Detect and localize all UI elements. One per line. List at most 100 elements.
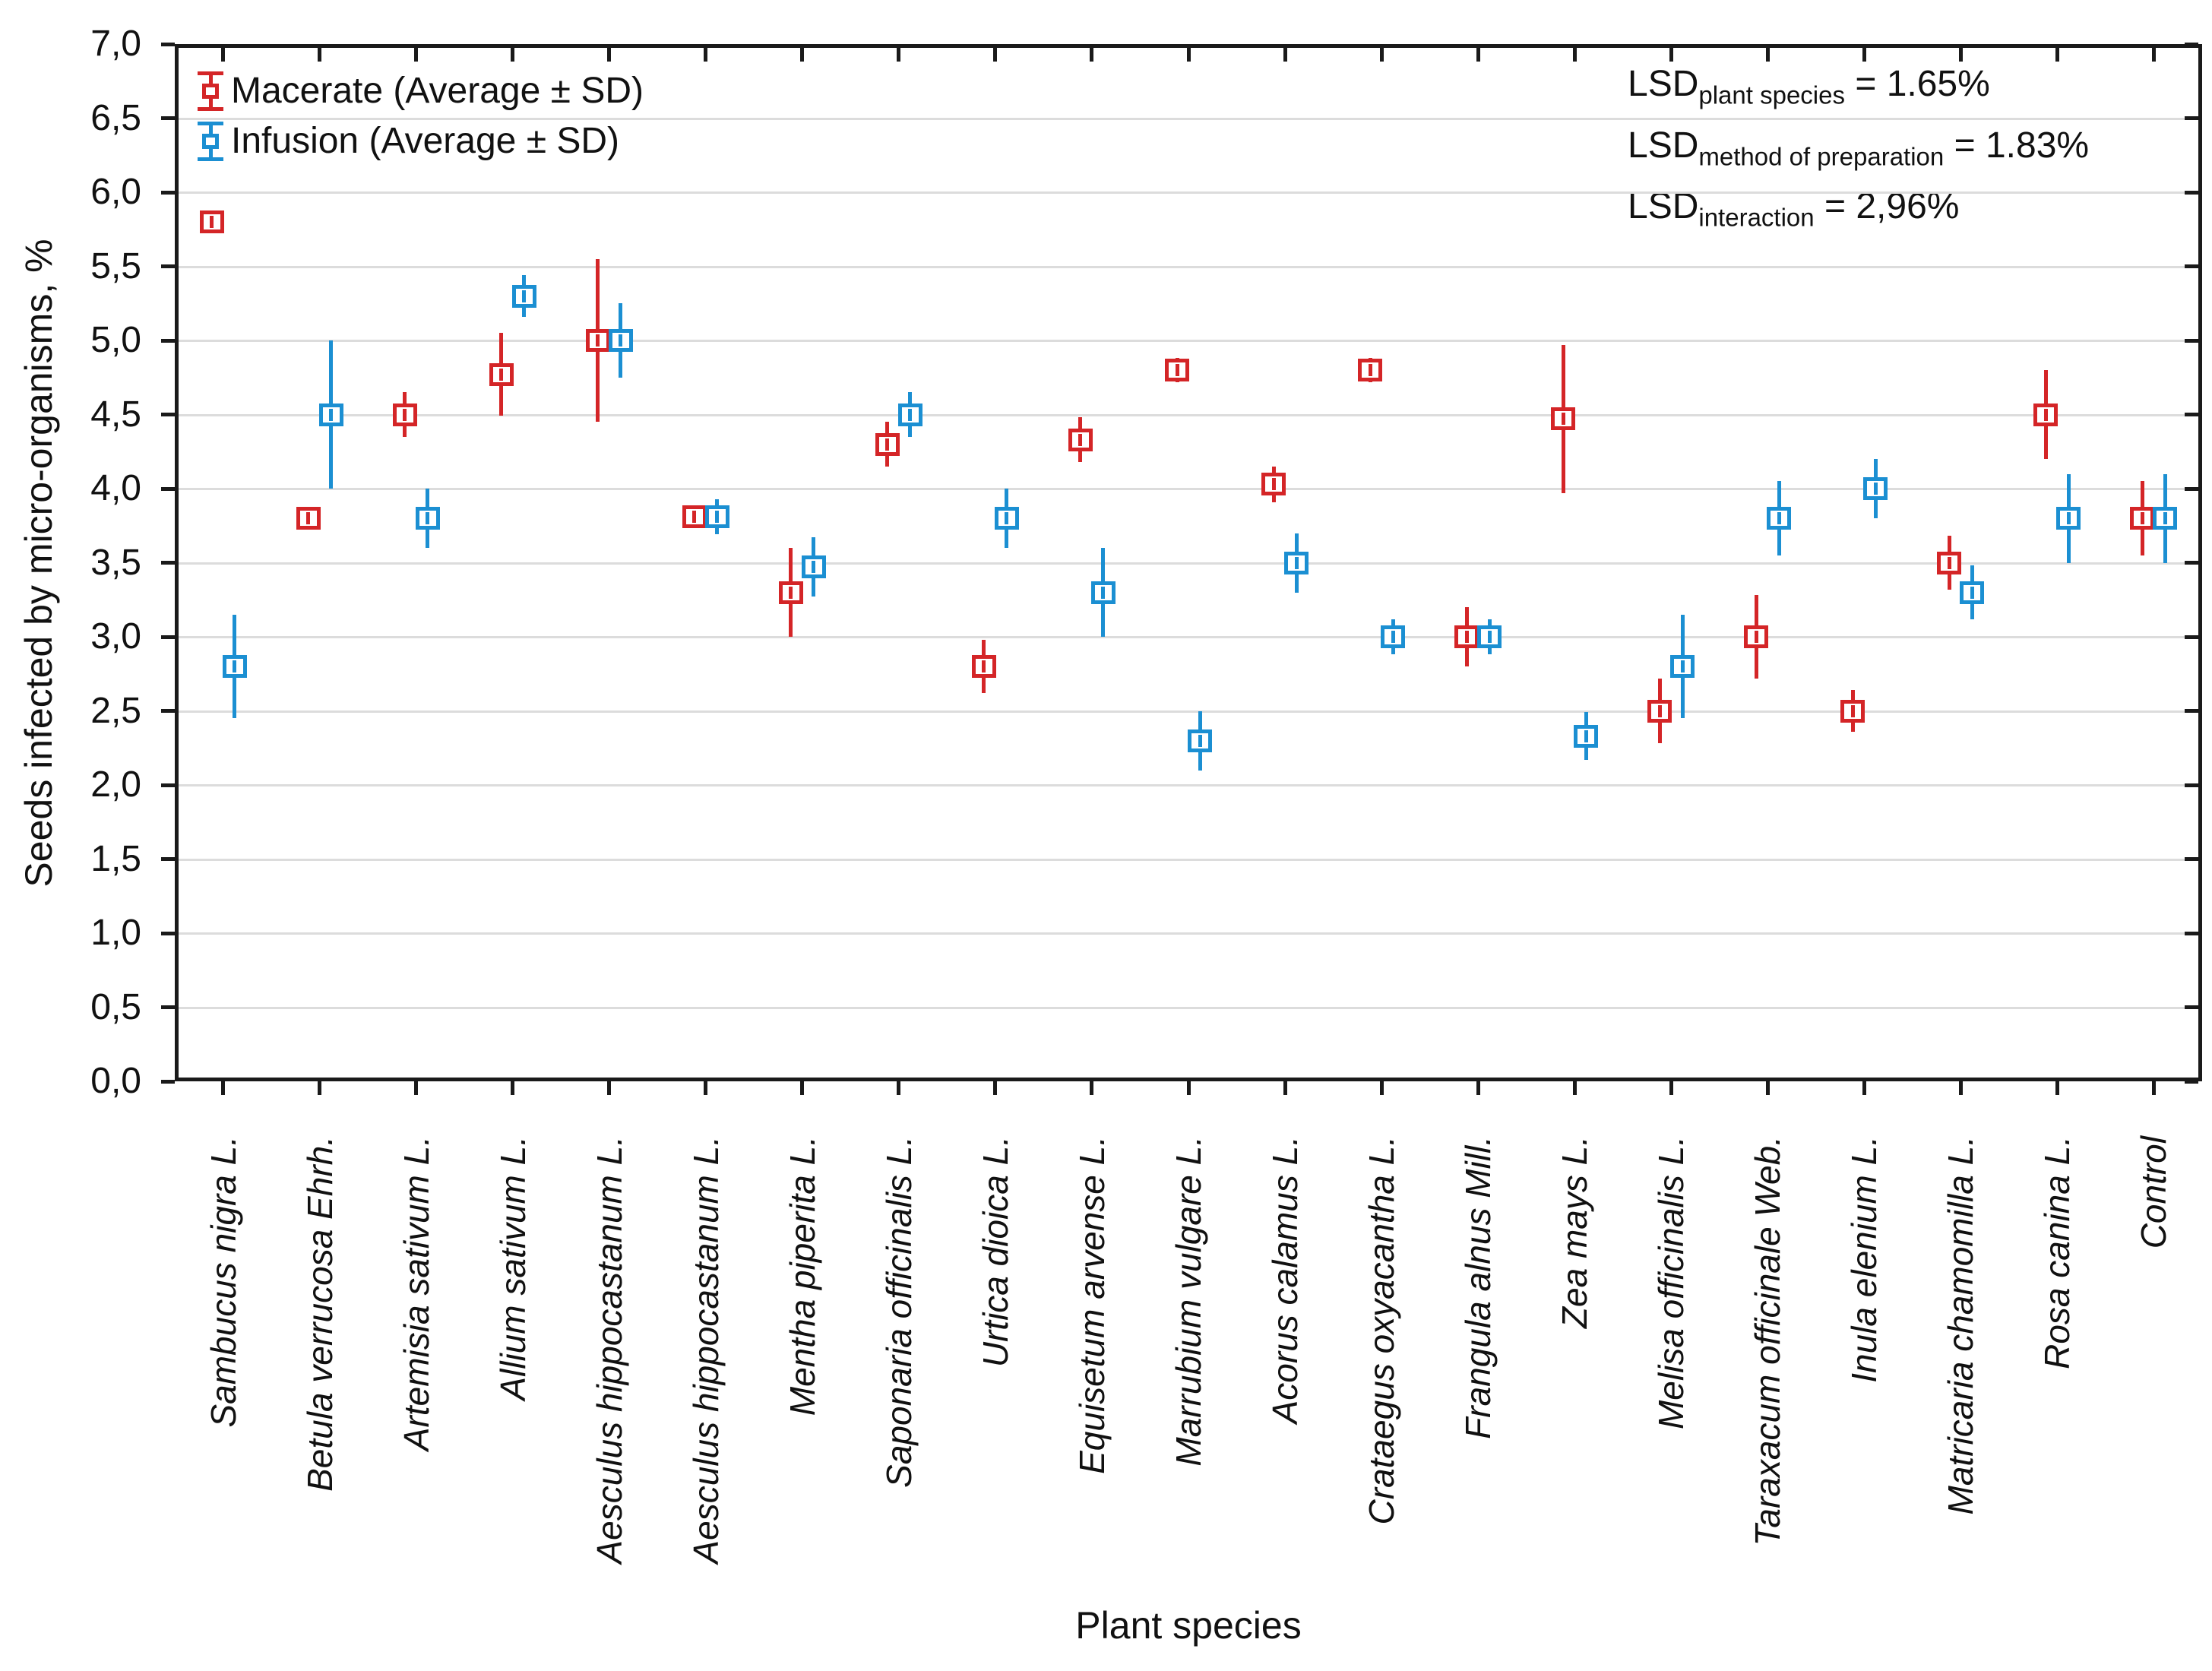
marker-dash-infusion-0 <box>233 660 237 673</box>
legend-marker-icon-macerate <box>198 71 223 111</box>
y-tick-left-4.0 <box>161 486 175 491</box>
x-tick-top-3 <box>511 48 515 62</box>
y-tick-right-6.5 <box>2185 116 2198 120</box>
x-tick-top-14 <box>1572 48 1577 62</box>
x-tick-bottom-20 <box>2151 1081 2156 1095</box>
y-tick-label-6.5: 6,5 <box>90 97 141 138</box>
marker-dash-macerate-8 <box>982 660 986 673</box>
marker-dash-macerate-17 <box>1850 704 1855 717</box>
x-tick-bottom-12 <box>1379 1081 1384 1095</box>
gridline-4.5 <box>175 413 2202 416</box>
y-tick-right-3.0 <box>2185 635 2198 639</box>
legend-glyph-box <box>202 134 219 149</box>
x-tick-bottom-16 <box>1765 1081 1770 1095</box>
y-tick-label-7.0: 7,0 <box>90 24 141 64</box>
legend: Macerate (Average ± SD) Infusion (Average… <box>198 70 644 170</box>
y-tick-label-1.0: 1,0 <box>90 913 141 953</box>
y-tick-label-0.0: 0,0 <box>90 1061 141 1101</box>
gridline-6.5 <box>175 117 2202 120</box>
marker-dash-macerate-20 <box>2140 512 2144 524</box>
marker-dash-macerate-4 <box>596 334 600 347</box>
x-tick-bottom-11 <box>1283 1081 1287 1095</box>
marker-box-infusion-3 <box>511 284 536 308</box>
x-tick-bottom-13 <box>1476 1081 1480 1095</box>
gridline-5.5 <box>175 265 2202 268</box>
x-category-label-9: Equisetum arvense L. <box>1071 1136 1112 1474</box>
plot-border-right <box>2198 44 2202 1081</box>
marker-box-macerate-0 <box>199 210 224 233</box>
x-category-label-0: Sambucus nigra L. <box>203 1136 243 1428</box>
marker-dash-infusion-7 <box>908 408 913 421</box>
marker-dash-infusion-14 <box>1584 729 1588 742</box>
legend-item-macerate: Macerate (Average ± SD) <box>198 70 644 112</box>
y-tick-right-7.0 <box>2185 42 2198 46</box>
marker-dash-macerate-12 <box>1368 364 1372 376</box>
marker-box-macerate-4 <box>585 329 610 352</box>
marker-dash-infusion-20 <box>2163 512 2167 524</box>
gridline-1.0 <box>175 932 2202 935</box>
y-tick-left-0.0 <box>161 1079 175 1084</box>
y-tick-right-5.0 <box>2185 338 2198 343</box>
x-tick-bottom-0 <box>221 1081 226 1095</box>
x-tick-bottom-7 <box>897 1081 901 1095</box>
x-tick-top-4 <box>607 48 612 62</box>
y-tick-right-1.0 <box>2185 931 2198 935</box>
y-tick-left-5.5 <box>161 264 175 268</box>
y-tick-right-0.0 <box>2185 1079 2198 1084</box>
y-tick-right-2.5 <box>2185 709 2198 713</box>
x-tick-top-11 <box>1283 48 1287 62</box>
y-tick-label-5.0: 5,0 <box>90 320 141 360</box>
y-tick-label-3.5: 3,5 <box>90 542 141 583</box>
x-category-label-5: Aesculus hippocastanum L. <box>685 1136 726 1564</box>
marker-box-macerate-14 <box>1551 407 1576 431</box>
lsd-annotations: LSDplant species = 1.65% LSDmethod of pre… <box>1628 59 2089 243</box>
marker-dash-macerate-13 <box>1464 631 1469 643</box>
gridline-2.0 <box>175 784 2202 786</box>
y-tick-label-3.0: 3,0 <box>90 616 141 657</box>
marker-dash-infusion-9 <box>1101 586 1106 599</box>
y-tick-right-5.5 <box>2185 264 2198 268</box>
x-tick-bottom-19 <box>2055 1081 2059 1095</box>
marker-dash-infusion-2 <box>426 512 430 524</box>
marker-dash-macerate-7 <box>885 438 890 451</box>
y-tick-left-5.0 <box>161 338 175 343</box>
gridline-3.5 <box>175 562 2202 565</box>
marker-dash-infusion-16 <box>1777 512 1781 524</box>
y-tick-label-2.0: 2,0 <box>90 764 141 805</box>
y-tick-right-2.0 <box>2185 783 2198 787</box>
lsd-value: = 1.83% <box>1944 125 2090 166</box>
x-tick-bottom-17 <box>1862 1081 1866 1095</box>
x-tick-top-0 <box>221 48 226 62</box>
x-category-label-10: Marrubium vulgare L. <box>1169 1136 1208 1467</box>
plot-border-top <box>175 44 2202 48</box>
lsd-annotation-1: LSDmethod of preparation = 1.83% <box>1628 121 2089 182</box>
x-tick-bottom-3 <box>511 1081 515 1095</box>
marker-dash-macerate-1 <box>306 512 311 524</box>
y-tick-left-6.5 <box>161 116 175 120</box>
legend-glyph-cap-top <box>198 71 223 75</box>
lsd-annotation-0: LSDplant species = 1.65% <box>1628 59 2089 121</box>
marker-dash-infusion-5 <box>715 511 720 524</box>
marker-dash-macerate-16 <box>1754 631 1758 643</box>
marker-dash-infusion-10 <box>1198 734 1202 747</box>
marker-box-macerate-13 <box>1454 625 1479 648</box>
plot-border-bottom <box>175 1078 2202 1081</box>
x-tick-bottom-10 <box>1186 1081 1191 1095</box>
gridline-2.5 <box>175 710 2202 713</box>
y-tick-left-3.5 <box>161 561 175 565</box>
marker-dash-macerate-0 <box>210 216 214 228</box>
x-tick-top-20 <box>2151 48 2156 62</box>
lsd-prefix: LSD <box>1628 64 1699 104</box>
x-category-label-18: Matricaria chamomilla L. <box>1941 1136 1981 1515</box>
marker-dash-macerate-11 <box>1271 478 1276 491</box>
y-tick-left-4.5 <box>161 413 175 416</box>
marker-dash-macerate-14 <box>1561 413 1565 426</box>
y-tick-right-0.5 <box>2185 1005 2198 1009</box>
x-tick-bottom-8 <box>993 1081 998 1095</box>
marker-dash-infusion-3 <box>522 290 527 302</box>
gridline-0.5 <box>175 1006 2202 1009</box>
y-tick-right-3.5 <box>2185 561 2198 565</box>
y-tick-left-1.0 <box>161 931 175 935</box>
y-tick-left-7.0 <box>161 42 175 46</box>
